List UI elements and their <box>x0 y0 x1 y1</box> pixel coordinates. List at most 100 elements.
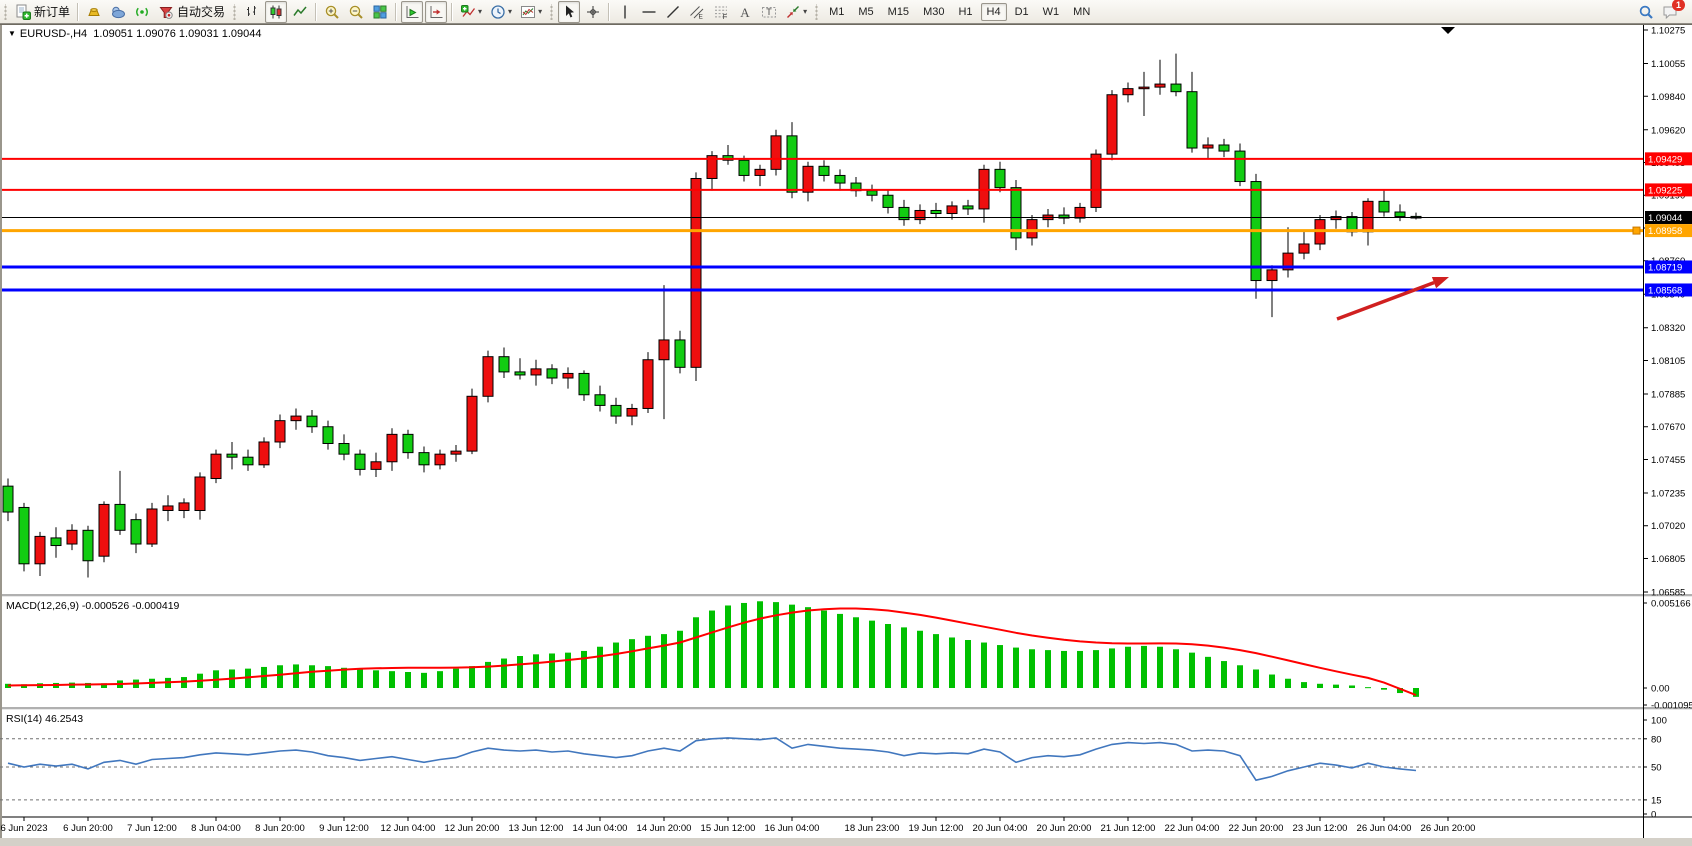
timeframe-m1-button[interactable]: M1 <box>829 5 845 18</box>
label-button[interactable]: T <box>758 1 780 23</box>
svg-text:7 Jun 12:00: 7 Jun 12:00 <box>127 823 177 834</box>
toolbar-drag-handle <box>3 3 8 20</box>
svg-text:1.09429: 1.09429 <box>1648 154 1682 165</box>
svg-text:A: A <box>740 4 750 19</box>
svg-text:1.08958: 1.08958 <box>1648 226 1682 237</box>
fibo-icon: F <box>713 4 729 20</box>
community-button[interactable] <box>107 1 129 23</box>
notification-badge: 1 <box>1672 0 1685 11</box>
svg-text:8 Jun 04:00: 8 Jun 04:00 <box>191 823 241 834</box>
signal-button[interactable] <box>131 1 153 23</box>
svg-text:23 Jun 12:00: 23 Jun 12:00 <box>1293 823 1348 834</box>
indicators-button[interactable]: ▾ <box>457 1 485 23</box>
svg-text:80: 80 <box>1651 734 1662 745</box>
fibo-button[interactable]: F <box>710 1 732 23</box>
toolbar-drag-handle <box>814 3 820 20</box>
chart-shift-icon <box>428 4 444 20</box>
toolbar-separator <box>315 2 318 21</box>
timeframe-m5-button[interactable]: M5 <box>858 5 874 18</box>
svg-text:9 Jun 12:00: 9 Jun 12:00 <box>319 823 369 834</box>
autotrade-icon <box>158 4 174 20</box>
tile-windows-icon <box>372 4 388 20</box>
svg-text:1.09225: 1.09225 <box>1648 185 1682 196</box>
tile-windows-button[interactable] <box>369 1 391 23</box>
candle-chart-button[interactable] <box>265 0 288 23</box>
label-icon: T <box>761 4 777 20</box>
cloud-icon <box>110 4 126 20</box>
hline-button[interactable] <box>638 1 660 23</box>
macd-name: MACD(12,26,9) <box>6 600 79 612</box>
svg-text:E: E <box>699 13 704 20</box>
svg-text:0.00: 0.00 <box>1651 684 1670 695</box>
svg-text:1.09044: 1.09044 <box>1648 213 1682 224</box>
svg-text:18 Jun 23:00: 18 Jun 23:00 <box>845 823 900 834</box>
svg-text:21 Jun 12:00: 21 Jun 12:00 <box>1101 823 1156 834</box>
new-order-button[interactable]: 新订单 <box>12 1 73 23</box>
rsi-name: RSI(14) <box>6 713 43 725</box>
line-chart-button[interactable] <box>289 1 311 23</box>
timeframe-d1-button[interactable]: D1 <box>1014 5 1029 18</box>
svg-text:1.09840: 1.09840 <box>1651 92 1685 103</box>
svg-text:1.08568: 1.08568 <box>1648 285 1682 296</box>
svg-text:20 Jun 20:00: 20 Jun 20:00 <box>1037 823 1092 834</box>
svg-text:12 Jun 20:00: 12 Jun 20:00 <box>445 823 500 834</box>
chevron-down-icon[interactable]: ▾ <box>508 7 513 16</box>
zoom-in-button[interactable] <box>321 1 343 23</box>
zoom-out-button[interactable] <box>345 1 367 23</box>
shapes-icon <box>785 4 801 20</box>
timeframe-m15-button[interactable]: M15 <box>887 5 910 18</box>
auto-scroll-button[interactable] <box>401 0 424 23</box>
cursor-icon <box>561 4 577 20</box>
text-button[interactable]: A <box>734 1 756 23</box>
chart-title: ▼ EURUSD-,H4 1.09051 1.09076 1.09031 1.09… <box>8 28 262 40</box>
timeframe-w1-button[interactable]: W1 <box>1042 5 1060 18</box>
search-button[interactable] <box>1635 1 1657 23</box>
svg-text:1.10275: 1.10275 <box>1651 26 1685 37</box>
svg-text:1.08105: 1.08105 <box>1651 356 1685 367</box>
svg-text:1.07455: 1.07455 <box>1651 455 1685 466</box>
price-chart[interactable]: 1.102751.100551.098401.096201.094051.091… <box>0 24 1692 846</box>
svg-text:1.06805: 1.06805 <box>1651 554 1685 565</box>
autotrade-button[interactable]: 自动交易 <box>155 1 228 23</box>
trendline-button[interactable] <box>662 1 684 23</box>
timeframe-mn-button[interactable]: MN <box>1073 5 1091 18</box>
vline-button[interactable] <box>614 1 636 23</box>
notifications-button[interactable]: 1 <box>1659 0 1685 23</box>
cursor-button[interactable] <box>558 0 581 23</box>
timeframe-h4-button[interactable]: H4 <box>980 2 1007 21</box>
crosshair-button[interactable] <box>582 1 604 23</box>
templates-button[interactable]: ▾ <box>517 1 545 23</box>
timeframe-h1-button[interactable]: H1 <box>958 5 973 18</box>
chart-shift-button[interactable] <box>425 0 448 23</box>
zoom-in-icon <box>324 4 340 20</box>
svg-text:15 Jun 12:00: 15 Jun 12:00 <box>701 823 756 834</box>
rsi-value: 46.2543 <box>45 713 84 725</box>
chevron-down-icon[interactable]: ▾ <box>803 7 808 16</box>
svg-text:1.10055: 1.10055 <box>1651 59 1685 70</box>
text-icon: A <box>737 4 753 20</box>
svg-text:26 Jun 20:00: 26 Jun 20:00 <box>1421 823 1476 834</box>
svg-text:1.08320: 1.08320 <box>1651 323 1685 334</box>
symbol-dropdown-icon[interactable]: ▼ <box>8 29 16 38</box>
bar-chart-button[interactable] <box>241 1 263 23</box>
bar-chart-icon <box>244 4 260 20</box>
chart-ohlc-values: 1.09051 1.09076 1.09031 1.09044 <box>93 28 262 40</box>
svg-text:16 Jun 04:00: 16 Jun 04:00 <box>765 823 820 834</box>
chart-area[interactable]: 1.102751.100551.098401.096201.094051.091… <box>0 24 1692 846</box>
periods-button[interactable]: ▾ <box>487 1 515 23</box>
chevron-down-icon[interactable]: ▾ <box>478 7 483 16</box>
vline-icon <box>617 4 633 20</box>
timeframe-m30-button[interactable]: M30 <box>923 5 945 18</box>
clock-icon <box>490 4 506 20</box>
template-icon <box>520 4 536 20</box>
gold-button[interactable] <box>83 1 105 23</box>
svg-text:50: 50 <box>1651 763 1662 774</box>
channel-button[interactable]: E <box>686 1 708 23</box>
svg-text:22 Jun 20:00: 22 Jun 20:00 <box>1229 823 1284 834</box>
chevron-down-icon[interactable]: ▾ <box>538 7 543 16</box>
gold-icon <box>86 4 102 20</box>
shapes-button[interactable]: ▾ <box>782 1 810 23</box>
svg-text:1.09620: 1.09620 <box>1651 125 1685 136</box>
svg-text:14 Jun 04:00: 14 Jun 04:00 <box>573 823 628 834</box>
